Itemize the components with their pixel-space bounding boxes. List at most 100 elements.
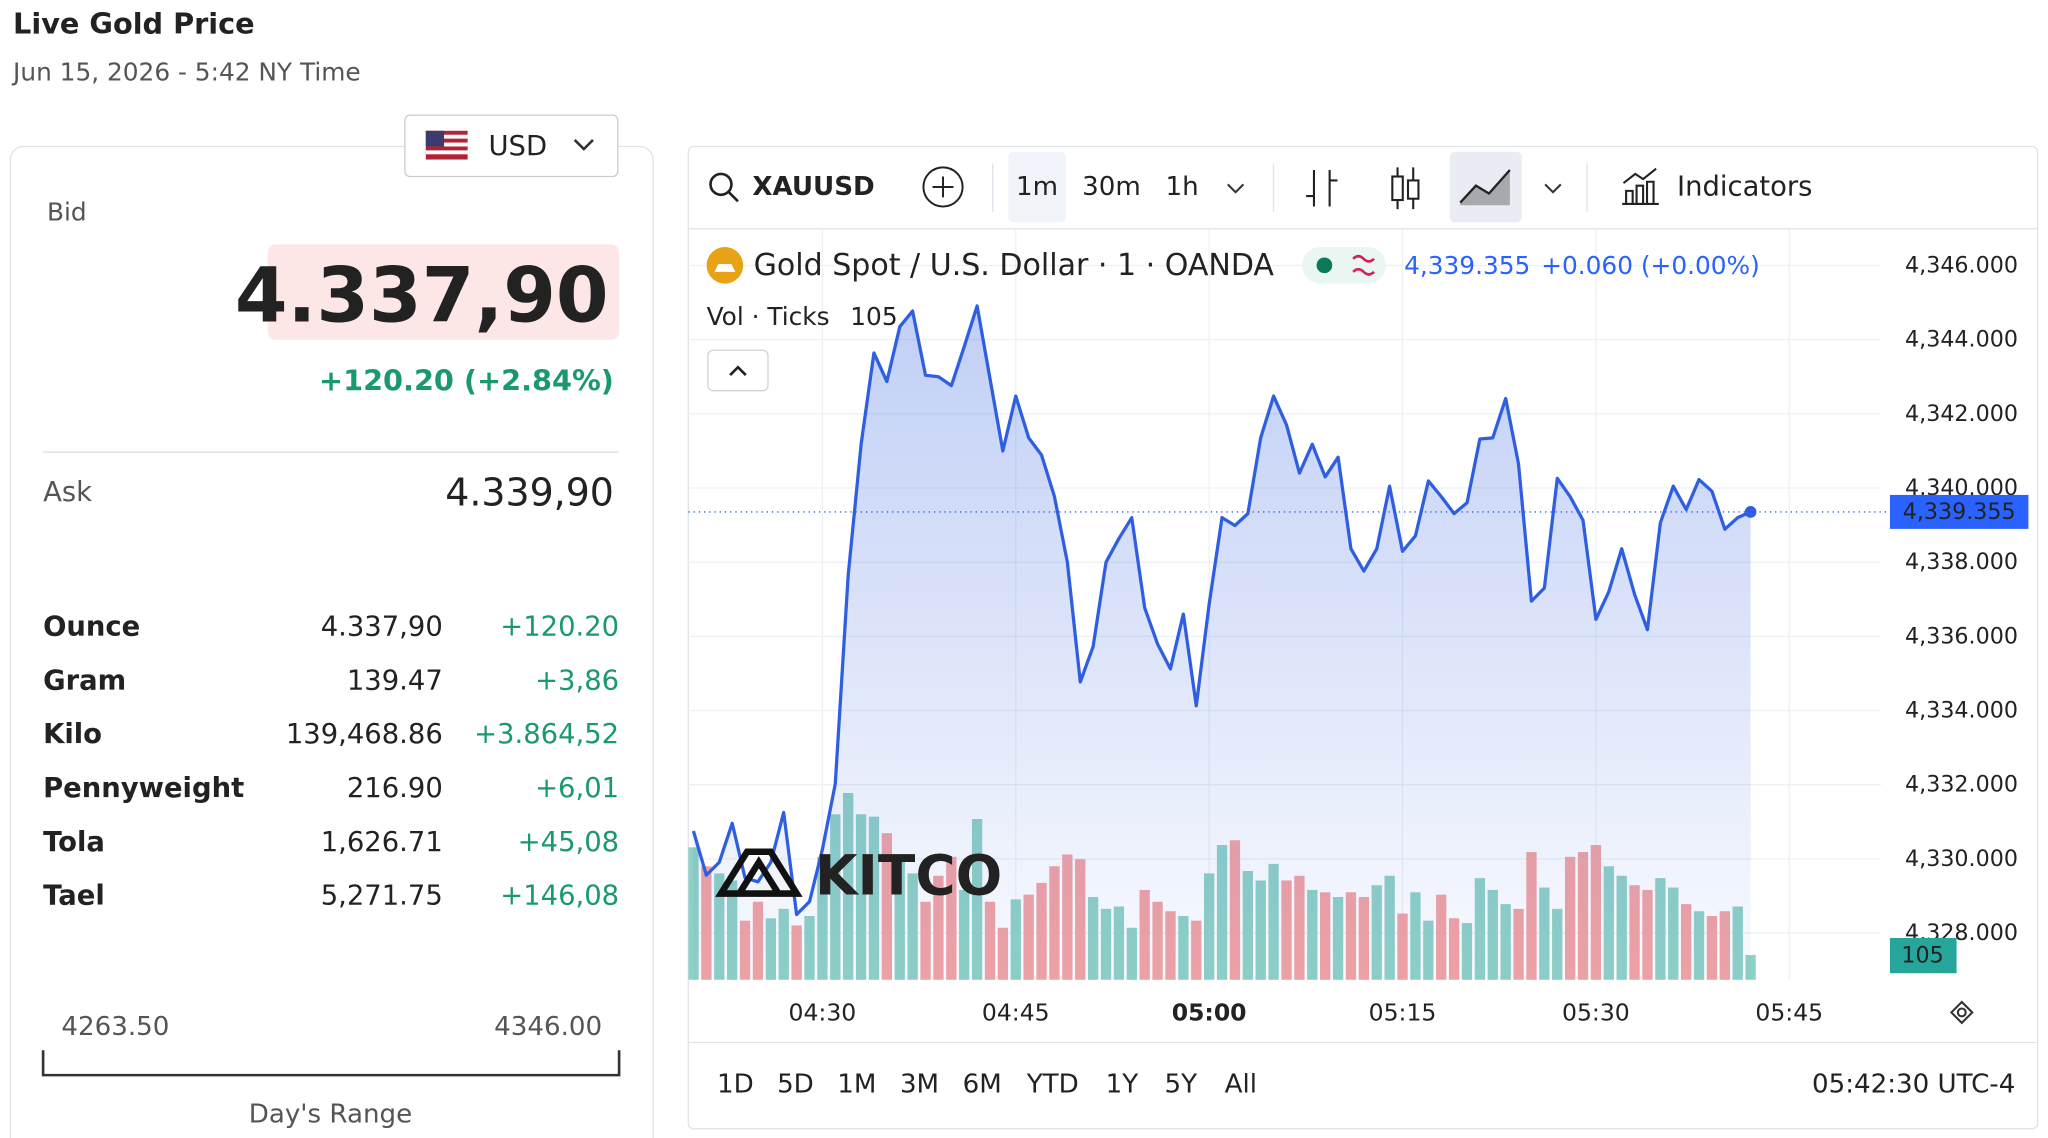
- x-tick-label: 05:45: [1755, 998, 1823, 1026]
- unit-price: 139,468.86: [286, 719, 443, 750]
- bar-chart-icon[interactable]: [1306, 169, 1338, 207]
- unit-price: 1,626.71: [321, 827, 443, 858]
- volume-legend: 105: [850, 302, 897, 331]
- y-tick-label: 4,346.000: [1905, 252, 2018, 278]
- bid-label: Bid: [47, 197, 87, 226]
- flag-stripe: [425, 150, 468, 155]
- unit-change: +146,08: [500, 881, 619, 912]
- indicators-button[interactable]: Indicators: [1677, 171, 1812, 202]
- unit-price: 139.47: [347, 665, 443, 696]
- period-button[interactable]: 1D: [717, 1069, 754, 1099]
- active-interval: [1008, 151, 1066, 223]
- status-wave: [1352, 254, 1375, 276]
- unit-name: Gram: [43, 665, 126, 696]
- price-tag: [1889, 494, 2029, 529]
- y-tick-label: 4,336.000: [1905, 623, 2018, 649]
- bid-change: +120.20 (+2.84%): [319, 363, 614, 397]
- status-pill: [1302, 247, 1386, 284]
- interval[interactable]: 1m: [1016, 172, 1058, 202]
- y-tick-label: 4,344.000: [1905, 327, 2018, 353]
- x-tick-label: 05:00: [1172, 998, 1247, 1026]
- unit-change: +3.864,52: [474, 719, 619, 750]
- unit-change: +45,08: [518, 827, 619, 858]
- y-tick-label: 4,342.000: [1905, 401, 2018, 427]
- chevron: [729, 365, 747, 376]
- candle-icon: [1406, 179, 1420, 200]
- watermark: KITCO: [815, 843, 1002, 907]
- area-icon: [1459, 169, 1511, 204]
- compare-button[interactable]: [922, 166, 964, 208]
- interval[interactable]: 30m: [1082, 172, 1141, 202]
- legend-change: +0.060 (+0.00%): [1541, 251, 1760, 280]
- page-title: Live Gold Price: [13, 7, 255, 41]
- collapse-button[interactable]: [707, 349, 769, 392]
- range-label: Day's Range: [249, 1099, 412, 1129]
- candle-icon: [1391, 175, 1404, 202]
- ask-label: Ask: [43, 477, 92, 508]
- currency-label: USD: [488, 131, 547, 162]
- unit-name: Kilo: [43, 719, 102, 750]
- period-button[interactable]: 6M: [963, 1069, 1002, 1099]
- x-tick-label: 04:45: [982, 998, 1050, 1026]
- indicators-icon[interactable]: [1622, 167, 1659, 205]
- unit-price: 216.90: [347, 773, 443, 804]
- legend-price: 4,339.355: [1404, 251, 1530, 280]
- price-area: [693, 305, 1751, 980]
- volume-bar: [1745, 954, 1756, 980]
- price-line: [691, 304, 1752, 917]
- period-button[interactable]: All: [1225, 1069, 1257, 1099]
- settings-icon: [1956, 1007, 1967, 1018]
- settings-icon[interactable]: [1949, 1000, 1974, 1025]
- x-tick-label: 05:15: [1369, 998, 1437, 1026]
- period-button[interactable]: 3M: [900, 1069, 939, 1099]
- interval[interactable]: 1h: [1165, 172, 1198, 202]
- ask-price: 4.339,90: [445, 471, 614, 515]
- bid-box: [267, 244, 620, 340]
- currency-select[interactable]: USD: [404, 114, 619, 178]
- unit-change: +120.20: [500, 612, 619, 643]
- area-icon: [1460, 169, 1510, 206]
- symbol[interactable]: XAUUSD: [752, 172, 874, 202]
- x-tick-label: 04:30: [789, 998, 857, 1026]
- period-button[interactable]: 5D: [777, 1069, 814, 1099]
- period-button[interactable]: 5Y: [1164, 1069, 1197, 1099]
- volume-tag-label: 105: [1901, 943, 1943, 969]
- y-tick-label: 4,338.000: [1905, 549, 2018, 575]
- plot: 04:30 04:45 05:00 05:15 05:30 05:454,328.0004…: [688, 228, 2029, 1026]
- chevron[interactable]: [1227, 183, 1245, 194]
- range-low: 4263.50: [61, 1012, 169, 1042]
- quote-panel: [9, 145, 654, 1138]
- flag-stripe: [425, 142, 468, 147]
- unit-name: Tola: [43, 827, 105, 858]
- plus-icon[interactable]: [922, 166, 964, 208]
- flag-canton: [425, 130, 445, 147]
- range-bar: [41, 1050, 621, 1077]
- unit-name: Tael: [43, 881, 105, 912]
- plus-icon: [932, 176, 954, 198]
- symbol-search[interactable]: XAUUSD: [709, 172, 875, 203]
- bid-price: 4.337,90: [235, 251, 609, 339]
- x-tick-label: 05:30: [1562, 998, 1630, 1026]
- period-button[interactable]: 1M: [837, 1069, 876, 1099]
- symbol-logo: [714, 264, 736, 272]
- currency-button[interactable]: [404, 114, 619, 178]
- status-dot: [1316, 257, 1333, 274]
- period-button[interactable]: YTD: [1026, 1069, 1079, 1099]
- search-icon: [727, 191, 739, 203]
- unit-change: +6,01: [535, 773, 619, 804]
- unit-change: +3,86: [535, 665, 619, 696]
- chevron[interactable]: [1544, 183, 1562, 194]
- volume-title: Vol · Ticks: [707, 302, 830, 331]
- chart-title: Gold Spot / U.S. Dollar · 1 · OANDA: [754, 248, 1275, 283]
- volume-tag: [1889, 937, 1957, 974]
- flag-stripe: [425, 134, 468, 139]
- active-style[interactable]: [1449, 151, 1522, 223]
- price-tag-label: 4,339.355: [1903, 499, 2016, 525]
- unit-name: Pennyweight: [43, 773, 244, 804]
- unit-price: 5,271.75: [321, 881, 443, 912]
- clock: 05:42:30 UTC-4: [1812, 1069, 2015, 1099]
- period-button[interactable]: 1Y: [1106, 1069, 1139, 1099]
- interval-group: 1m 30m 1h: [1016, 172, 1199, 202]
